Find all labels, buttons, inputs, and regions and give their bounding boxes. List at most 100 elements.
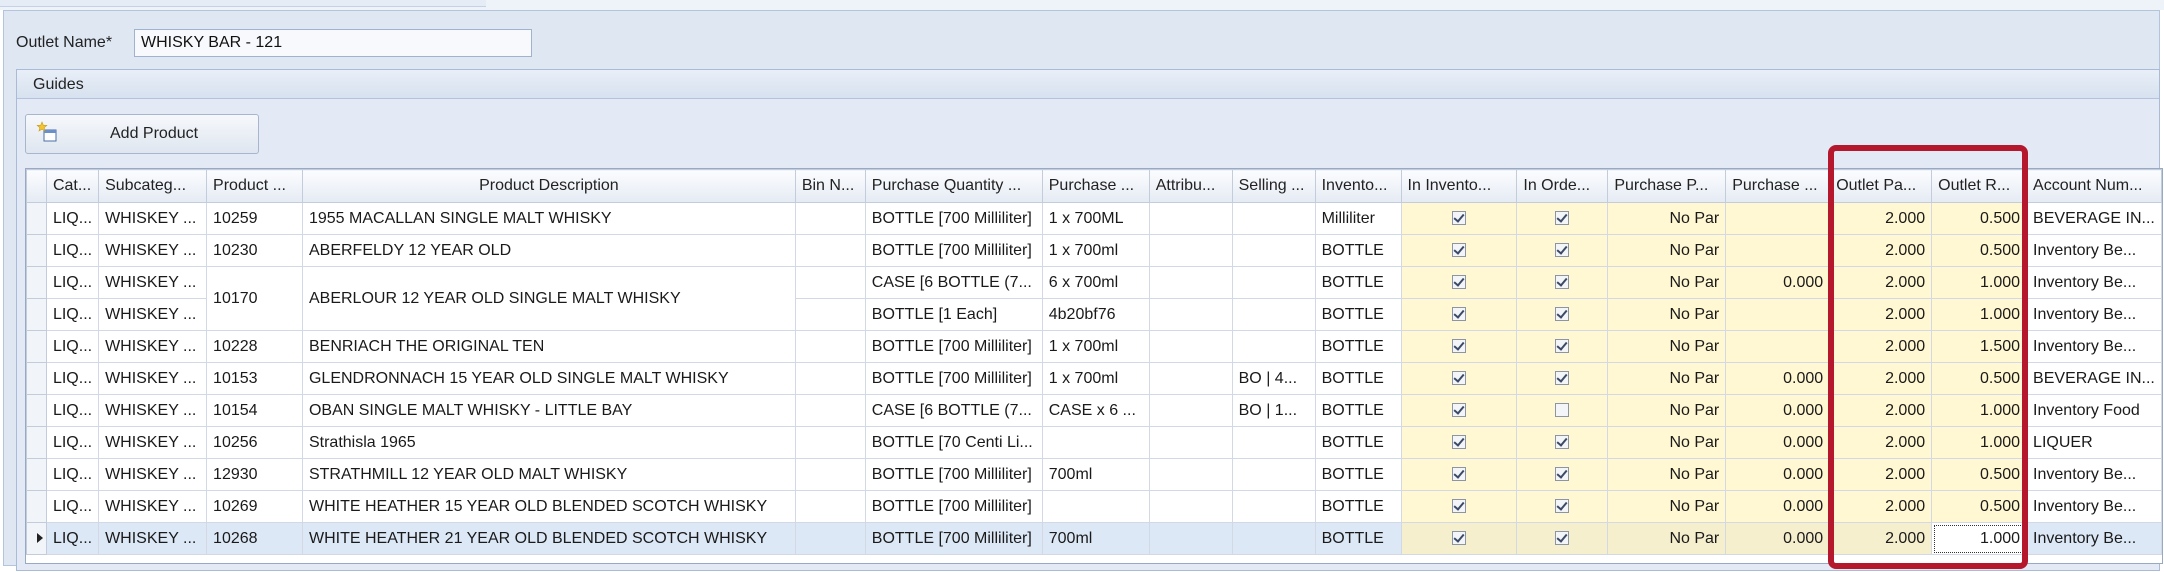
cell-account-number[interactable]: LIQUER bbox=[2026, 426, 2162, 459]
cell-category[interactable]: LIQ... bbox=[45, 362, 100, 395]
cell-product-number[interactable]: 10230 bbox=[206, 234, 303, 267]
cell-purchase-value[interactable]: 0.000 bbox=[1725, 522, 1831, 555]
cell-attribute[interactable] bbox=[1148, 426, 1233, 459]
cell-product-number[interactable]: 10256 bbox=[206, 426, 303, 459]
cell-purchase-value[interactable]: 0.000 bbox=[1725, 394, 1831, 427]
cell-inventory-unit[interactable]: BOTTLE bbox=[1314, 330, 1402, 363]
cell-selling[interactable] bbox=[1231, 490, 1316, 523]
in-order-checkbox[interactable] bbox=[1555, 467, 1570, 482]
cell-product-description[interactable]: BENRIACH THE ORIGINAL TEN bbox=[301, 330, 796, 363]
cell-outlet-par[interactable]: 2.000 bbox=[1829, 202, 1933, 235]
cell-outlet-par[interactable]: 2.000 bbox=[1829, 490, 1933, 523]
cell-purchase-value[interactable] bbox=[1725, 202, 1831, 235]
cell-product-description[interactable]: ABERFELDY 12 YEAR OLD bbox=[301, 234, 796, 267]
cell-subcategory[interactable]: WHISKEY ... bbox=[98, 298, 208, 331]
cell-outlet-par[interactable]: 2.000 bbox=[1829, 266, 1933, 299]
cell-purchase-value[interactable]: 0.000 bbox=[1725, 490, 1831, 523]
cell-account-number[interactable]: Inventory Be... bbox=[2026, 234, 2162, 267]
cell-purchase[interactable]: CASE x 6 ... bbox=[1041, 394, 1150, 427]
cell-attribute[interactable] bbox=[1148, 458, 1233, 491]
cell-selling[interactable] bbox=[1231, 266, 1316, 299]
row-selector[interactable] bbox=[26, 458, 47, 491]
cell-purchase-quantity[interactable]: BOTTLE [70 Centi Li... bbox=[864, 426, 1043, 459]
in-inventory-checkbox[interactable] bbox=[1451, 435, 1466, 450]
col-outlet-par-header[interactable]: Outlet Pa... bbox=[1829, 169, 1933, 203]
cell-product-description[interactable]: WHITE HEATHER 21 YEAR OLD BLENDED SCOTCH… bbox=[301, 522, 796, 555]
cell-account-number[interactable]: BEVERAGE IN... bbox=[2026, 362, 2162, 395]
row-selector[interactable] bbox=[26, 426, 47, 459]
cell-subcategory[interactable]: WHISKEY ... bbox=[98, 330, 208, 363]
in-order-checkbox[interactable] bbox=[1555, 211, 1570, 226]
cell-attribute[interactable] bbox=[1148, 234, 1233, 267]
table-row[interactable]: LIQ... WHISKEY ... 10170 ABERLOUR 12 YEAR O… bbox=[26, 266, 2162, 331]
cell-purchase-quantity[interactable]: BOTTLE [1 Each] bbox=[864, 298, 1043, 331]
col-category-header[interactable]: Cat... bbox=[45, 169, 100, 203]
col-inventory-header[interactable]: Invento... bbox=[1314, 169, 1402, 203]
cell-inventory-unit[interactable]: BOTTLE bbox=[1314, 426, 1402, 459]
cell-bin-number[interactable] bbox=[794, 202, 866, 235]
cell-inventory-unit[interactable]: BOTTLE bbox=[1314, 490, 1402, 523]
cell-outlet-reorder[interactable]: 1.000 bbox=[1931, 298, 2028, 331]
col-outlet-reorder-header[interactable]: Outlet R... bbox=[1931, 169, 2028, 203]
cell-purchase-value[interactable]: 0.000 bbox=[1725, 426, 1831, 459]
cell-purchase-par[interactable]: No Par bbox=[1607, 234, 1727, 267]
cell-purchase[interactable]: 1 x 700ML bbox=[1041, 202, 1150, 235]
in-inventory-checkbox[interactable] bbox=[1451, 275, 1466, 290]
cell-product-description[interactable]: 1955 MACALLAN SINGLE MALT WHISKY bbox=[301, 202, 796, 235]
cell-purchase-quantity[interactable]: BOTTLE [700 Milliliter] bbox=[864, 202, 1043, 235]
cell-product-number[interactable]: 10259 bbox=[206, 202, 303, 235]
cell-bin-number[interactable] bbox=[794, 266, 866, 299]
cell-outlet-reorder[interactable]: 1.000 bbox=[1931, 394, 2028, 427]
cell-attribute[interactable] bbox=[1148, 266, 1233, 299]
cell-attribute[interactable] bbox=[1148, 522, 1233, 555]
cell-purchase[interactable]: 700ml bbox=[1041, 522, 1150, 555]
cell-attribute[interactable] bbox=[1148, 490, 1233, 523]
in-order-checkbox[interactable] bbox=[1555, 339, 1570, 354]
cell-inventory-unit[interactable]: BOTTLE bbox=[1314, 234, 1402, 267]
cell-attribute[interactable] bbox=[1148, 394, 1233, 427]
cell-bin-number[interactable] bbox=[794, 490, 866, 523]
cell-product-description[interactable]: OBAN SINGLE MALT WHISKY - LITTLE BAY bbox=[301, 394, 796, 427]
cell-purchase-par[interactable]: No Par bbox=[1607, 330, 1727, 363]
cell-subcategory[interactable]: WHISKEY ... bbox=[98, 266, 208, 299]
cell-purchase[interactable]: 1 x 700ml bbox=[1041, 362, 1150, 395]
cell-subcategory[interactable]: WHISKEY ... bbox=[98, 522, 208, 555]
cell-outlet-par[interactable]: 2.000 bbox=[1829, 234, 1933, 267]
in-inventory-checkbox[interactable] bbox=[1451, 499, 1466, 514]
in-order-checkbox[interactable] bbox=[1555, 307, 1570, 322]
cell-category[interactable]: LIQ... bbox=[45, 202, 100, 235]
row-selector[interactable] bbox=[26, 490, 47, 523]
cell-product-number[interactable]: 10228 bbox=[206, 330, 303, 363]
cell-purchase-par[interactable]: No Par bbox=[1607, 394, 1727, 427]
table-row[interactable]: LIQ... WHISKEY ... 10154 OBAN SINGLE MALT W… bbox=[26, 394, 2162, 427]
cell-purchase-quantity[interactable]: BOTTLE [700 Milliliter] bbox=[864, 330, 1043, 363]
cell-selling[interactable] bbox=[1231, 458, 1316, 491]
cell-inventory-unit[interactable]: BOTTLE bbox=[1314, 522, 1402, 555]
cell-attribute[interactable] bbox=[1148, 202, 1233, 235]
cell-inventory-unit[interactable]: BOTTLE bbox=[1314, 266, 1402, 299]
cell-purchase[interactable]: 700ml bbox=[1041, 458, 1150, 491]
cell-category[interactable]: LIQ... bbox=[45, 266, 100, 299]
col-attribute-header[interactable]: Attribu... bbox=[1148, 169, 1233, 203]
table-row[interactable]: LIQ... WHISKEY ... 10256 Strathisla 1965 BOT… bbox=[26, 426, 2162, 459]
cell-subcategory[interactable]: WHISKEY ... bbox=[98, 362, 208, 395]
row-selector[interactable] bbox=[26, 522, 47, 555]
cell-subcategory[interactable]: WHISKEY ... bbox=[98, 490, 208, 523]
cell-selling[interactable] bbox=[1231, 234, 1316, 267]
cell-purchase-par[interactable]: No Par bbox=[1607, 522, 1727, 555]
cell-outlet-reorder[interactable]: 1.000 bbox=[1931, 266, 2028, 299]
row-selector[interactable] bbox=[26, 202, 47, 235]
cell-product-number[interactable]: 10269 bbox=[206, 490, 303, 523]
cell-product-number[interactable]: 12930 bbox=[206, 458, 303, 491]
cell-product-number[interactable]: 10268 bbox=[206, 522, 303, 555]
cell-bin-number[interactable] bbox=[794, 330, 866, 363]
cell-category[interactable]: LIQ... bbox=[45, 298, 100, 331]
cell-bin-number[interactable] bbox=[794, 298, 866, 331]
in-order-checkbox[interactable] bbox=[1555, 531, 1570, 546]
cell-product-number[interactable]: 10153 bbox=[206, 362, 303, 395]
cell-inventory-unit[interactable]: BOTTLE bbox=[1314, 458, 1402, 491]
cell-account-number[interactable]: Inventory Be... bbox=[2026, 522, 2162, 555]
cell-outlet-reorder[interactable]: 0.500 bbox=[1931, 490, 2028, 523]
cell-purchase-par[interactable]: No Par bbox=[1607, 298, 1727, 331]
in-order-checkbox[interactable] bbox=[1555, 499, 1570, 514]
